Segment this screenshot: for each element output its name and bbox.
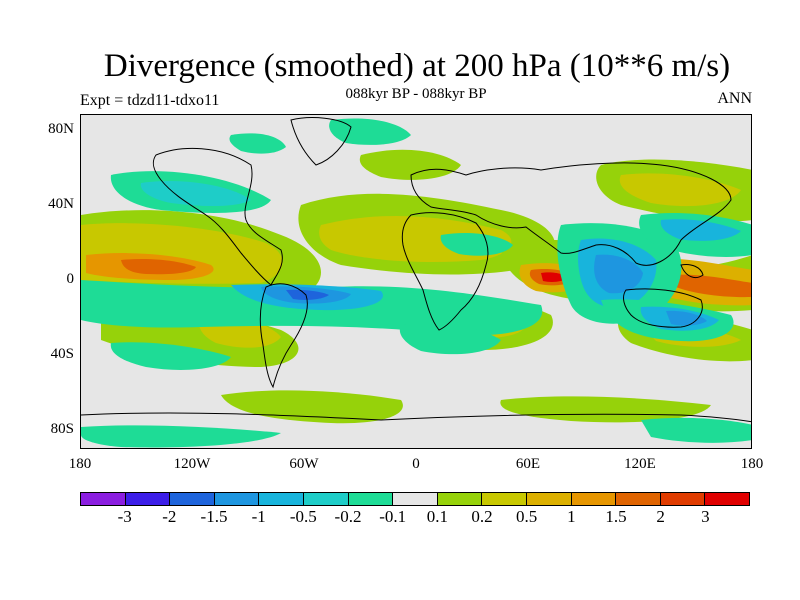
lat-tick-label: 40N [48,196,74,212]
colorbar-box [259,493,304,505]
season-label: ANN [717,90,752,107]
colorbar-box [705,493,749,505]
lon-tick-label: 60E [515,456,541,472]
divergence-map [80,114,752,449]
colorbar-box [81,493,126,505]
colorbar-label: 3 [701,507,710,526]
plot-title: Divergence (smoothed) at 200 hPa (10**6 … [103,48,731,84]
negative-field [81,118,751,448]
lat-tick-label: 0 [66,271,75,287]
colorbar-label: -0.2 [334,507,362,526]
colorbar-label: 1.5 [605,507,627,526]
colorbar-box [526,493,572,505]
lon-tick-label: 60W [289,456,319,472]
colorbar-box [170,493,215,505]
colorbar-box [571,493,617,505]
colorbar-box [125,493,171,505]
colorbar-label: -3 [117,507,132,526]
lon-tick-label: 120E [624,456,656,472]
colorbar-label: 0.2 [471,507,493,526]
colorbar-box [214,493,260,505]
map-canvas [81,115,751,448]
lon-tick-label: 120W [173,456,211,472]
colorbar-label: -1 [251,507,266,526]
colorbar-label: -0.1 [379,507,407,526]
colorbar-box [616,493,661,505]
colorbar-box [437,493,483,505]
colorbar-label: 0.5 [516,507,538,526]
lon-tick-label: 180 [68,456,92,472]
coastlines [81,117,751,423]
colorbar-box [303,493,349,505]
colorbar-box [393,493,438,505]
colorbar-box [348,493,394,505]
lon-tick-label: 180 [740,456,764,472]
colorbar-box [660,493,706,505]
colorbar-label: 2 [656,507,665,526]
colorbar-label: -1.5 [200,507,228,526]
colorbar-label: -2 [162,507,177,526]
colorbar-label: 0.1 [426,507,448,526]
colorbar-label: 1 [567,507,576,526]
plot-subtitle: 088kyr BP - 088kyr BP [345,86,487,102]
lat-tick-label: 40S [50,346,74,362]
colorbar [80,492,750,506]
lat-tick-label: 80N [48,121,74,137]
colorbar-label: -0.5 [289,507,317,526]
experiment-label: Expt = tdzd11-tdxo11 [80,92,220,109]
colorbar-box [482,493,527,505]
lat-tick-label: 80S [50,421,74,437]
lon-tick-label: 0 [412,456,420,472]
